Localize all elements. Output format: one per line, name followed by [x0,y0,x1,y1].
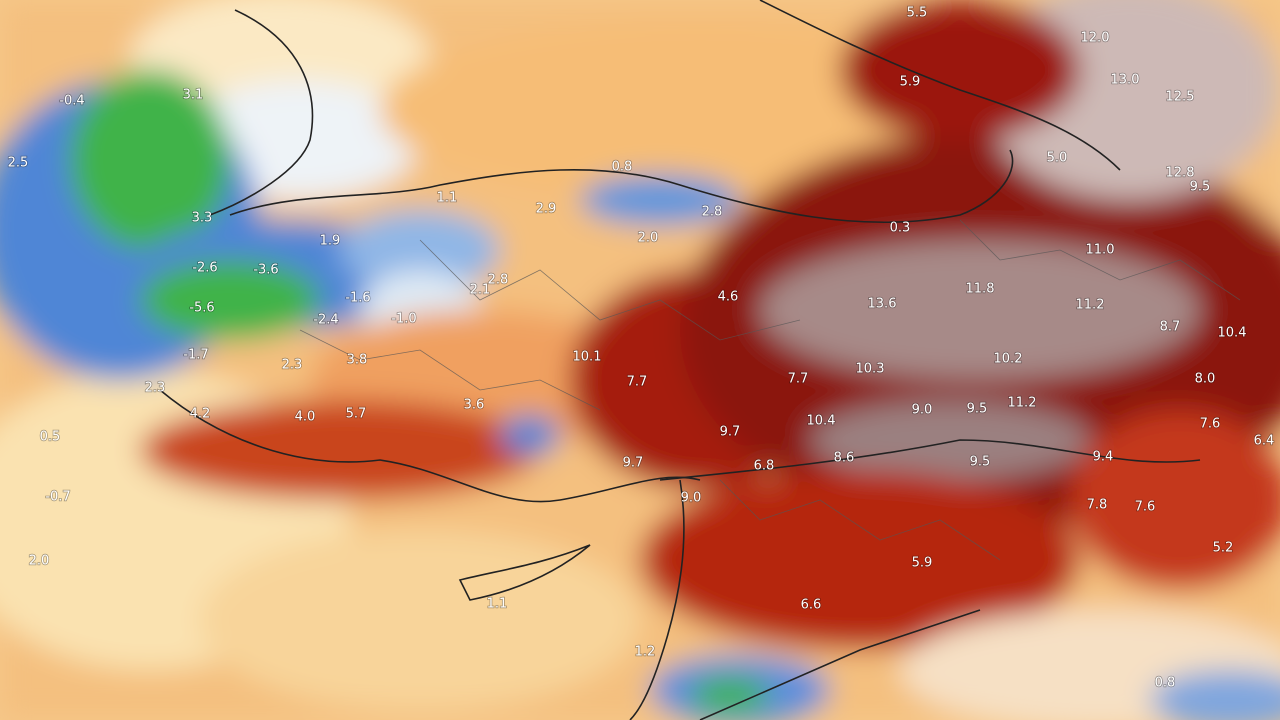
value-label: 11.2 [1076,298,1105,313]
value-label: -1.7 [183,348,208,363]
value-label: 1.1 [487,597,508,612]
value-label: -1.0 [391,312,416,327]
value-label: 5.0 [1047,151,1068,166]
coastlines [159,0,1201,720]
value-label: 3.6 [464,398,485,413]
value-label: 12.0 [1081,31,1110,46]
value-label: 2.8 [488,273,509,288]
value-label: -2.4 [313,313,338,328]
value-label: 1.1 [437,191,458,206]
value-label: 7.7 [627,375,648,390]
value-label: 7.8 [1087,498,1108,513]
value-label: 11.8 [966,282,995,297]
borders [299,219,1241,561]
value-label: 6.8 [754,459,775,474]
value-label: 3.3 [192,211,213,226]
value-label: 2.8 [702,205,723,220]
value-label: 2.0 [638,231,659,246]
value-label: 5.9 [912,556,933,571]
value-label: 10.4 [1218,326,1247,341]
value-label: 2.3 [282,358,303,373]
value-label: 1.9 [320,234,341,249]
value-label: 1.2 [635,645,656,660]
value-label: 9.5 [967,402,988,417]
value-label: 2.3 [145,381,166,396]
value-label: 2.0 [29,554,50,569]
value-label: 10.1 [573,350,602,365]
value-label: 9.7 [720,425,741,440]
value-label: 0.5 [40,430,61,445]
value-labels: 5.512.013.012.55.95.012.89.50.81.12.9 2.8… [7,5,1275,692]
value-label: 5.7 [346,407,367,422]
value-label: 4.6 [718,290,739,305]
value-label: 13.0 [1111,73,1140,88]
value-label: 8.7 [1160,320,1181,335]
value-label: 2.5 [8,156,29,171]
value-label: 12.5 [1166,90,1195,105]
value-label: 13.6 [868,297,897,312]
value-label: 12.8 [1166,166,1195,181]
value-label: 9.0 [912,403,933,418]
value-label: -1.6 [345,291,370,306]
value-label: 9.5 [1190,180,1211,195]
value-label: 5.2 [1213,541,1234,556]
value-label: 9.4 [1093,450,1114,465]
value-label: 9.5 [970,455,991,470]
value-label: 10.4 [807,414,836,429]
value-label: 0.3 [890,221,911,236]
value-label: -0.4 [59,94,84,109]
value-label: 0.8 [1155,676,1176,691]
value-label: 2.1 [470,283,491,298]
value-label: -3.6 [253,263,278,278]
value-label: 6.4 [1254,434,1275,449]
value-label: 5.9 [900,75,921,90]
value-label: 2.9 [536,202,557,217]
value-label: 11.0 [1086,243,1115,258]
value-label: 11.2 [1008,396,1037,411]
value-label: 8.6 [834,451,855,466]
value-label: 10.3 [856,362,885,377]
value-label: 7.7 [788,372,809,387]
value-label: 4.2 [190,407,211,422]
value-label: -0.7 [45,490,70,505]
value-label: 3.8 [347,353,368,368]
value-label: -2.6 [192,261,217,276]
value-label: 9.0 [681,491,702,506]
value-label: 7.6 [1135,500,1156,515]
value-label: 0.8 [612,160,633,175]
value-label: -5.6 [189,301,214,316]
value-label: 5.5 [907,6,928,21]
value-label: 9.7 [623,456,644,471]
value-label: 6.6 [801,598,822,613]
value-label: 7.6 [1200,417,1221,432]
value-label: 3.1 [183,88,204,103]
value-label: 8.0 [1195,372,1216,387]
value-label: 4.0 [295,410,316,425]
value-label: 10.2 [994,352,1023,367]
